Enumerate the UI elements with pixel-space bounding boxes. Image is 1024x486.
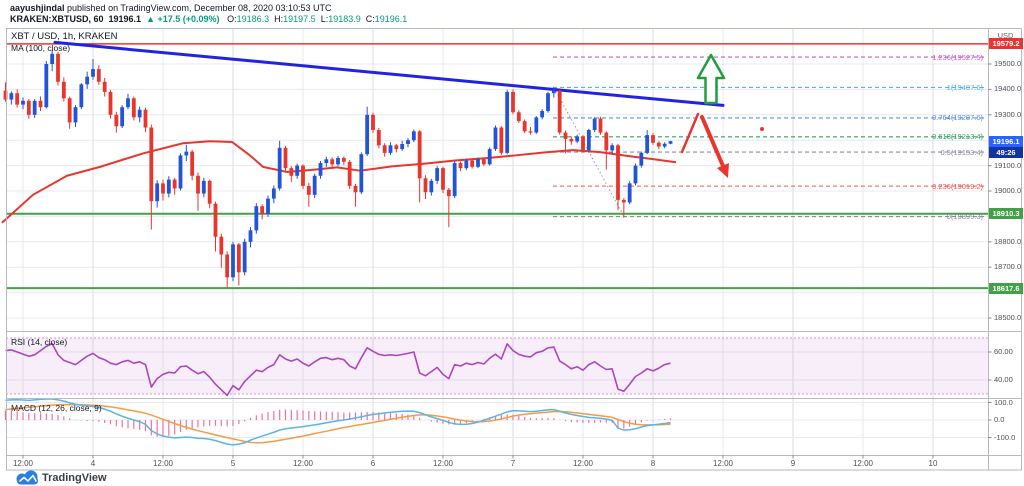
time-label[interactable]: 12:00 (432, 459, 454, 468)
price-badge: 19579.2 (989, 38, 1023, 50)
time-label[interactable]: 5 (230, 459, 236, 468)
price-badge: 19196.1 (989, 135, 1023, 147)
price-tick-label[interactable]: 18700.0 (994, 262, 1022, 272)
red-dot-marker (760, 127, 764, 131)
close-label: C: (365, 14, 375, 24)
symbol-status-line: KRAKEN:XBTUSD, 60 19196.1 ▲ +17.5 (+0.09… (10, 15, 407, 24)
price-tick-label[interactable]: 19500.0 (994, 59, 1022, 68)
green-up-arrow[interactable] (696, 53, 726, 105)
macd-panel-title[interactable]: MACD (12, 26, close, 9) (11, 403, 102, 413)
macd-panel (4, 398, 672, 446)
author-name: aayushjindal (10, 3, 65, 13)
red-down-arrow[interactable] (680, 112, 729, 178)
open-value: 19186.3 (236, 14, 270, 24)
price-tick-label[interactable]: 19300.0 (994, 109, 1022, 119)
high-label: H: (274, 14, 284, 24)
time-label[interactable]: 12:00 (12, 459, 34, 468)
rsi-panel (5, 337, 988, 397)
low-label: L: (320, 14, 329, 24)
price-tick-label[interactable]: 19100.0 (994, 160, 1022, 170)
time-label[interactable]: 12:00 (292, 459, 314, 468)
descending-trendline[interactable] (53, 40, 725, 107)
time-label[interactable]: 12:00 (572, 459, 594, 468)
fib-level-label[interactable]: 0.618(19213.4) (932, 132, 983, 142)
time-label[interactable]: 10 (928, 459, 938, 468)
chart-legend-symbol[interactable]: XBT / USD, 1h, KRAKEN (11, 31, 118, 42)
fib-level-label[interactable]: 0(18899.3) (946, 212, 983, 222)
fib-level-label[interactable]: 0.5(19153.4) (940, 147, 983, 157)
last-price: 19196.1 (108, 14, 142, 24)
ma100-line (1, 140, 677, 224)
time-label[interactable]: 4 (90, 459, 96, 468)
time-label[interactable]: 8 (650, 459, 656, 468)
price-change: ▲ +17.5 (+0.09%) (146, 14, 220, 24)
chart-legend-ma[interactable]: MA (100, close) (11, 43, 71, 53)
price-tick-label[interactable]: 19000.0 (994, 186, 1022, 195)
fib-level-label[interactable]: 0.236(19019.2) (932, 181, 983, 191)
rsi-tick-label[interactable]: 40.00 (994, 375, 1013, 384)
rsi-panel-title[interactable]: RSI (14, close) (11, 337, 68, 347)
price-badge: 18617.6 (989, 282, 1023, 294)
publish-line: aayushjindal published on TradingView.co… (10, 4, 332, 13)
macd-tick-label[interactable]: -100.0 (994, 432, 1016, 442)
candlestick-series (3, 50, 673, 288)
price-badge: 18910.3 (989, 208, 1023, 220)
time-label[interactable]: 7 (510, 459, 516, 468)
low-value: 19183.9 (328, 14, 361, 24)
macd-tick-label[interactable]: 100.0 (994, 397, 1013, 407)
fib-level-label[interactable]: 0.764(19287.6) (932, 113, 983, 123)
countdown-badge: 49:26 (989, 147, 1023, 159)
fib-level-label[interactable]: 1.236(19527.5) (932, 52, 983, 62)
time-label[interactable]: 12:00 (852, 459, 874, 468)
publish-info: published on TradingView.com, December 0… (64, 3, 332, 13)
time-label[interactable]: 9 (790, 459, 796, 468)
open-label: O: (227, 14, 237, 24)
close-value: 19196.1 (374, 14, 408, 24)
price-tick-label[interactable]: 19400.0 (994, 84, 1022, 94)
high-value: 19197.5 (283, 14, 316, 24)
symbol-interval: KRAKEN:XBTUSD, 60 (10, 14, 104, 24)
tradingview-logo-icon[interactable] (10, 468, 46, 486)
chart-frame (6, 28, 1022, 471)
rsi-tick-label[interactable]: 60.00 (994, 347, 1013, 356)
macd-tick-label[interactable]: 0.0 (994, 415, 1005, 424)
horizontal-lines (6, 43, 988, 290)
fib-level-label[interactable]: 1(19407.6) (946, 82, 983, 92)
tradingview-logo-text[interactable]: TradingView (42, 472, 107, 484)
time-label[interactable]: 6 (370, 459, 376, 468)
price-tick-label[interactable]: 18800.0 (994, 236, 1022, 246)
price-tick-label[interactable]: 18500.0 (994, 313, 1022, 322)
time-label[interactable]: 12:00 (152, 459, 174, 468)
time-label[interactable]: 12:00 (712, 459, 734, 468)
